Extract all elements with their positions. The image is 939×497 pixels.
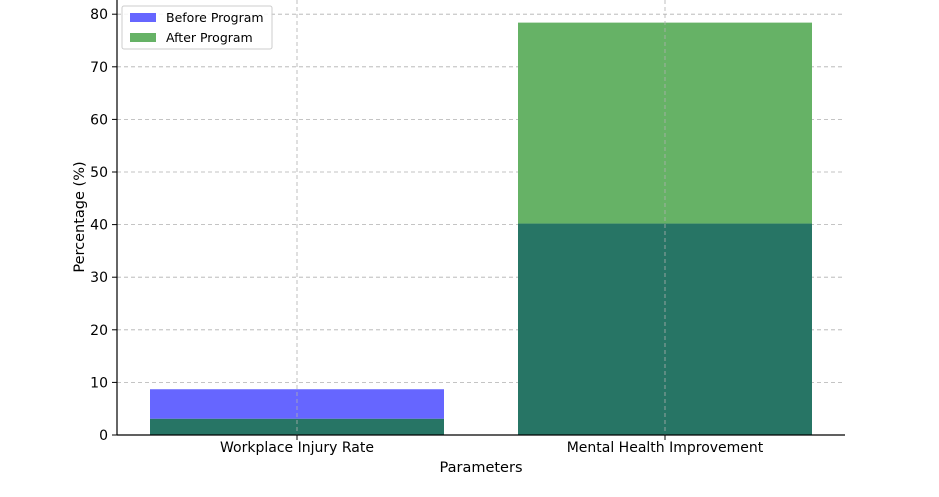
legend-swatch-after: [130, 33, 156, 42]
legend-swatch-before: [130, 13, 156, 22]
y-tick-label: 60: [90, 112, 108, 128]
x-tick-label: Mental Health Improvement: [567, 440, 764, 456]
y-tick-label: 30: [90, 270, 108, 286]
y-tick-label: 80: [90, 7, 108, 23]
x-axis-label: Parameters: [440, 460, 523, 476]
y-tick-label: 40: [90, 218, 108, 234]
y-tick-label: 20: [90, 323, 108, 339]
x-tick-label: Workplace Injury Rate: [220, 440, 374, 456]
axes: [116, 0, 845, 436]
legend-label-after: After Program: [166, 30, 253, 45]
y-tick-label: 10: [90, 375, 108, 391]
legend-frame: [121, 5, 273, 50]
bar-overlap: [150, 418, 444, 435]
legend: Before Program After Program: [121, 5, 273, 50]
y-tick-label: 50: [90, 165, 108, 181]
tick-labels: 0 10 20 30 40 50 60 70 80 Workplace Injury Rate Me…: [90, 7, 764, 456]
y-axis-label: Percentage (%): [72, 161, 88, 272]
y-tick-label: 0: [99, 428, 108, 444]
grid-lines: [117, 13, 845, 383]
bars: [150, 0, 812, 435]
legend-label-before: Before Program: [166, 10, 264, 25]
y-tick-label: 70: [90, 60, 108, 76]
